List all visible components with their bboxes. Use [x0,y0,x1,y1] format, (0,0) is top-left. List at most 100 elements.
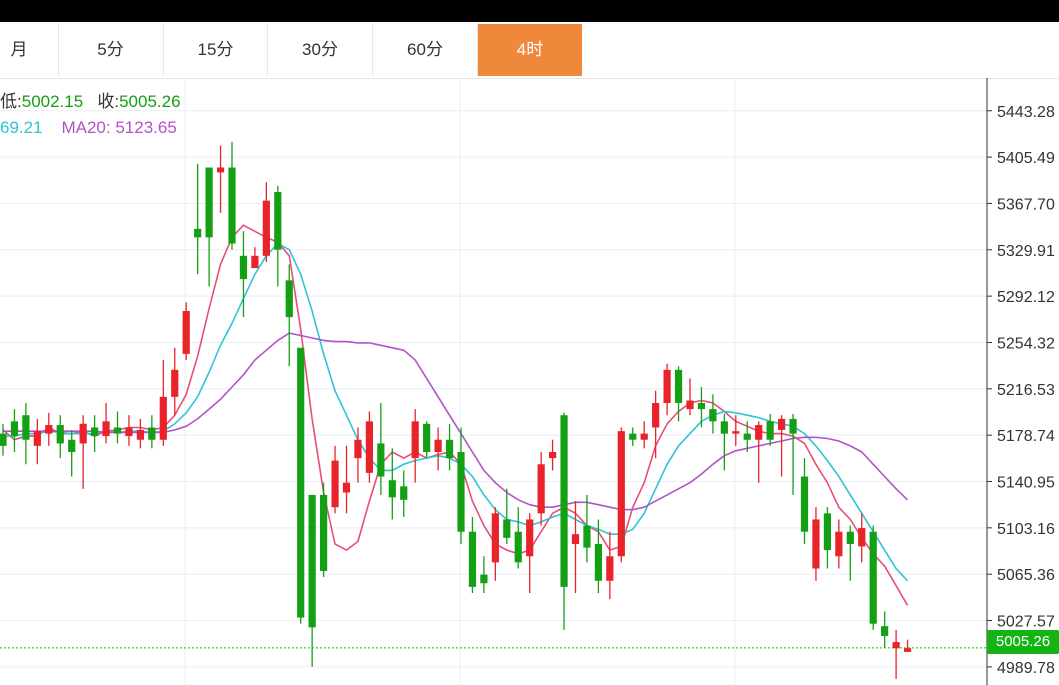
candle-body [33,431,41,446]
ma20-label: MA20: [61,118,111,137]
candle-body [709,409,717,422]
candle [663,363,671,416]
candle-body [789,418,797,434]
candle [800,458,809,544]
candle [732,415,740,446]
candle [423,421,431,459]
candle [182,302,190,361]
candle-body [526,519,534,557]
candle-body [148,427,156,440]
candle [159,360,167,446]
candle-body [91,427,99,437]
candle [789,413,797,495]
candle-body [45,425,53,434]
candle-body [239,255,248,280]
candle [228,141,236,250]
candle [56,415,64,459]
candle-body [755,425,763,440]
candle [514,507,522,569]
candle-body [823,513,831,551]
tab-5min[interactable]: 5分 [58,24,164,76]
y-tick-label: 5443.28 [997,104,1055,121]
candlestick-chart[interactable]: 5443.28 5405.49 5367.70 5329.91 5292.12 5254.… [0,78,1059,685]
candle [411,409,419,483]
candle-body [113,427,122,434]
chart-grid [0,78,987,685]
candle-body [892,642,900,649]
candle [262,182,270,262]
candle-body [858,528,866,547]
y-tick-label: 5254.32 [997,335,1055,352]
candle [778,415,786,477]
candle-body [846,531,854,544]
y-tick-label: 5405.49 [997,150,1055,167]
candle-body [606,556,614,581]
ma5-line [2,224,909,606]
candle [881,611,889,649]
candle [491,507,499,581]
candle-body [68,439,76,453]
ma-row: 69.21 MA20: 5123.65 [0,115,181,141]
candle-body [365,421,373,473]
candle [823,507,831,569]
candle [892,629,900,679]
candle [445,423,454,471]
candle [148,415,156,449]
candle [457,427,465,544]
candle-body [171,369,179,397]
ma10-value: 69.21 [0,118,43,137]
candle-body [491,513,499,563]
candle-body [629,433,637,440]
tab-15min[interactable]: 15分 [164,24,268,76]
candle [388,448,396,520]
candle [239,231,248,318]
candle-body [400,486,408,500]
tab-4h[interactable]: 4时 [478,24,582,76]
candle-body [354,439,362,459]
candle-body [445,439,454,459]
candle [194,163,202,275]
candle [308,494,316,667]
candle [22,402,30,465]
candle-body [617,431,625,557]
candle [606,531,614,600]
y-tick-label: 5140.95 [997,475,1055,492]
candle [365,411,373,483]
candle [652,390,660,459]
candle-body [434,439,442,453]
candle [583,494,591,563]
candle [251,247,259,269]
candle [354,427,362,483]
candle-body [423,423,431,453]
candle [640,421,648,449]
candle [400,470,408,518]
candle [537,452,545,526]
candle-body [663,369,671,403]
tab-30min[interactable]: 30分 [268,24,373,76]
tab-month[interactable]: 月 [0,24,59,76]
candle-body [194,228,202,238]
candle [903,639,912,652]
candle-body [697,402,706,410]
candle [720,413,728,471]
candle-body [285,280,293,318]
candle [571,501,580,594]
candle [0,423,7,456]
candle-body [102,421,110,437]
candle-body [411,421,419,459]
candle [846,525,854,581]
candle [617,427,625,563]
candle-body [800,476,809,532]
candle [377,402,385,495]
low-close-row: 低:5002.15 收:5005.26 [0,89,181,115]
candle [125,415,133,446]
candle [869,525,877,630]
tab-60min[interactable]: 60分 [373,24,478,76]
candle [594,519,602,594]
candle [171,347,179,416]
candle-body [274,192,282,250]
close-label: 收: [97,92,120,111]
period-tabs: 月 5分 15分 30分 60分 4时 [0,22,1059,79]
candle-body [812,519,820,569]
candle [45,412,53,446]
